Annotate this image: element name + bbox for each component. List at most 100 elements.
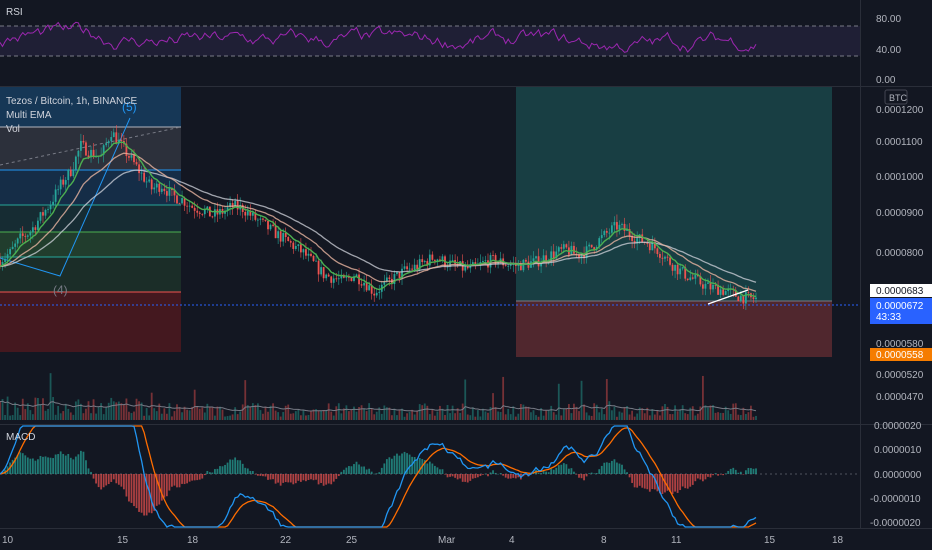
candle-body (383, 281, 386, 285)
volume-bar (54, 414, 57, 420)
candle-body (85, 142, 87, 156)
candle-body (64, 180, 67, 185)
candle-body (433, 259, 436, 261)
candle-body (578, 254, 580, 258)
candle-body (466, 266, 469, 269)
candle-body (378, 291, 381, 293)
volume-bar (659, 415, 661, 420)
macd-hist-bar (322, 474, 325, 486)
candle-body (67, 169, 70, 181)
candle-body (26, 235, 29, 237)
candle-body (717, 284, 719, 295)
candle-body (628, 229, 631, 236)
candle-body (282, 233, 285, 242)
volume-bar (163, 408, 166, 420)
volume-bar (679, 409, 682, 420)
macd-hist-bar (585, 474, 588, 477)
volume-bar (80, 403, 82, 420)
macd-hist-bar (537, 472, 540, 474)
volume-bar (739, 415, 742, 420)
candle-body (699, 276, 702, 285)
macd-hist-bar (315, 474, 317, 480)
candle-body (44, 209, 47, 216)
macd-hist-bar (641, 474, 644, 488)
candle-body (641, 234, 644, 243)
macd-hist-bar (34, 460, 37, 474)
macd-hist-bar (158, 474, 161, 505)
candle-body (9, 249, 12, 255)
volume-bar (519, 404, 522, 420)
volume-bar (512, 406, 515, 420)
candle-body (112, 132, 115, 138)
candle-body (120, 139, 123, 141)
candle-body (555, 251, 558, 259)
macd-hist-bar (69, 457, 72, 474)
volume-bar (431, 409, 434, 420)
volume-bar (585, 412, 588, 420)
volume-bar (340, 413, 343, 420)
volume-bar (264, 406, 267, 420)
volume-bar (135, 398, 138, 420)
volume-bar (67, 408, 70, 420)
candle-body (191, 205, 194, 208)
rsi-tick-40: 40.00 (876, 45, 901, 56)
volume-bar (140, 402, 143, 420)
macd-hist-bar (54, 454, 57, 474)
candle-body (623, 223, 626, 231)
macd-hist-bar (729, 468, 732, 474)
macd-hist-bar (90, 471, 92, 474)
macd-hist-bar (712, 474, 714, 476)
candle-body (254, 212, 257, 220)
macd-hist-bar (704, 474, 707, 480)
macd-hist-bar (133, 474, 135, 507)
volume-bar (502, 376, 505, 420)
macd-hist-bar (681, 474, 684, 487)
volume-bar (168, 403, 171, 420)
macd-hist-bar (269, 474, 272, 480)
volume-bar (487, 412, 489, 420)
candle-body (416, 264, 419, 270)
volume-bar (416, 410, 419, 420)
macd-hist-bar (737, 472, 740, 474)
macd-tick-3: -0.0000010 (870, 494, 921, 505)
volume-bar (608, 401, 611, 420)
candle-body (471, 262, 474, 265)
candle-body (616, 222, 618, 230)
macd-hist-bar (277, 474, 280, 483)
volume-bar (315, 409, 317, 420)
macd-hist-bar (608, 462, 611, 474)
macd-hist-bar (181, 474, 183, 484)
candle-body (588, 244, 591, 247)
currency-box[interactable] (884, 89, 908, 105)
candle-body (545, 255, 548, 262)
macd-hist-bar (628, 474, 631, 478)
volume-bar (310, 411, 312, 420)
candle-body (557, 247, 560, 252)
candle-body (74, 156, 77, 170)
price-marker-1-bg (870, 298, 932, 324)
macd-hist-bar (398, 455, 401, 474)
macd-hist-bar (686, 474, 689, 489)
macd-hist-bar (26, 457, 29, 474)
candle-body (451, 260, 454, 261)
macd-hist-bar (651, 474, 654, 490)
volume-bar (153, 408, 156, 420)
macd-hist-bar (575, 474, 578, 475)
candle-body (42, 212, 44, 216)
volume-bar (423, 403, 426, 420)
volume-bar (752, 416, 755, 420)
candle-body (674, 264, 676, 271)
volume-bar (143, 415, 146, 420)
volume-bar (365, 411, 368, 420)
candle-body (145, 181, 148, 183)
macd-hist-bar (514, 474, 517, 479)
macd-hist-bar (77, 454, 80, 474)
macd-hist-bar (254, 474, 257, 475)
macd-hist-bar (143, 474, 146, 516)
macd-hist-bar (744, 470, 747, 474)
candle-body (704, 283, 707, 289)
macd-hist-bar (464, 474, 467, 482)
macd-hist-bar (100, 474, 103, 490)
volume-bar (391, 415, 393, 420)
